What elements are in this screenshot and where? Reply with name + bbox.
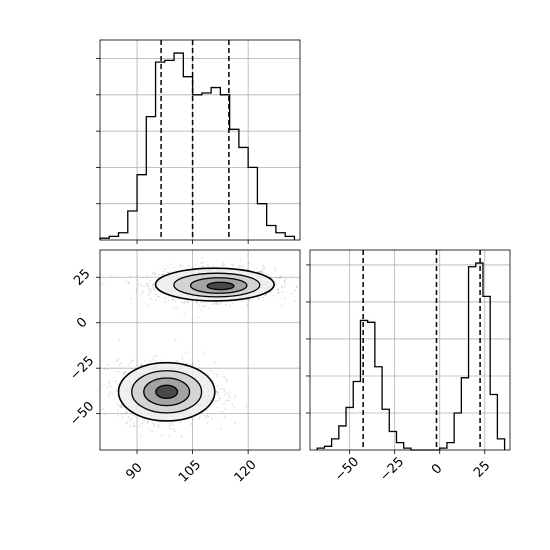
histogram-bin (353, 382, 360, 450)
histogram-bin (257, 204, 266, 240)
density-contours (117, 267, 275, 422)
histogram-bin (146, 117, 155, 240)
histogram-bin (375, 367, 382, 450)
histogram-bin (267, 225, 276, 240)
histogram-bin (339, 426, 346, 450)
contour-level (155, 384, 179, 400)
contour-level (206, 281, 235, 291)
histogram-bin (183, 77, 192, 240)
histogram-bin (382, 409, 389, 450)
histogram-bin (332, 439, 339, 450)
histogram-bin (389, 431, 396, 450)
axes-frame (99, 249, 301, 451)
histogram-bin (211, 88, 220, 240)
histogram-bin (276, 233, 285, 240)
histogram-bin (128, 211, 137, 240)
histogram-bin (230, 129, 239, 240)
histogram-bin (109, 236, 118, 240)
histogram-bin (469, 267, 476, 450)
axes-frame (309, 249, 511, 451)
histogram-bin (165, 60, 174, 240)
x-histogram-panel (96, 39, 301, 244)
histogram-bin (193, 95, 202, 240)
histogram-bin (454, 413, 461, 450)
histogram-step (316, 262, 506, 451)
histogram-bin (239, 147, 248, 240)
histogram-bin (483, 296, 490, 450)
histogram-bin (490, 394, 497, 450)
histogram-bin (447, 443, 454, 450)
histogram-bin (368, 322, 375, 450)
histogram-bin (324, 446, 331, 450)
histogram-bin (346, 407, 353, 450)
histogram-bin (202, 93, 211, 240)
histogram-bin (497, 439, 504, 450)
histogram-bin (461, 378, 468, 450)
y-histogram-panel: −50 −25 0 25 (306, 249, 511, 485)
histogram-bin (174, 53, 183, 240)
histogram-bin (137, 175, 146, 240)
histogram-step (99, 52, 296, 240)
histogram-bin (248, 167, 257, 240)
histogram-bin (360, 320, 367, 450)
axes-frame (99, 39, 301, 241)
histogram-bin (119, 233, 128, 240)
histogram-bin (156, 62, 165, 240)
histogram-bin (285, 236, 294, 240)
histogram-bin (396, 443, 403, 450)
